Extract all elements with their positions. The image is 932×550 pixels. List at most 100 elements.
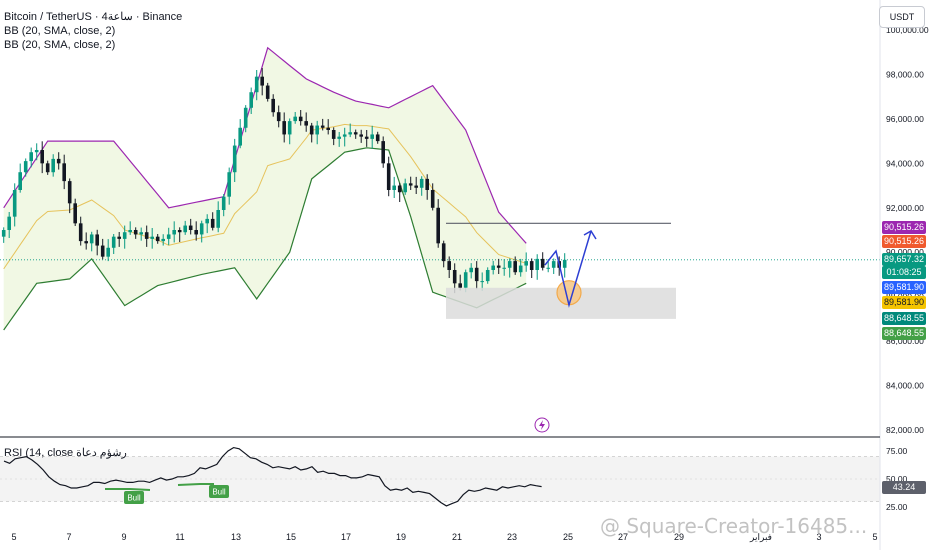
candle-body[interactable] — [485, 270, 490, 282]
candle-body[interactable] — [243, 107, 248, 128]
candle-body[interactable] — [419, 178, 424, 188]
candle-body[interactable] — [194, 230, 198, 235]
candle-body[interactable] — [513, 261, 517, 273]
candle-body[interactable] — [535, 258, 539, 270]
candle-body[interactable] — [73, 203, 77, 224]
bull-label[interactable] — [209, 485, 229, 498]
candle-body[interactable] — [155, 236, 160, 242]
candle-body[interactable] — [353, 132, 358, 135]
projected-path-arrow[interactable] — [544, 230, 592, 308]
candle-body[interactable] — [144, 232, 149, 239]
candle-body[interactable] — [524, 261, 528, 266]
candle-body[interactable] — [425, 178, 429, 190]
candle-body[interactable] — [287, 121, 292, 135]
candle-body[interactable] — [469, 267, 473, 273]
candle-body[interactable] — [150, 236, 154, 239]
candle-body[interactable] — [436, 207, 440, 244]
candle-body[interactable] — [430, 190, 435, 208]
price-pane[interactable] — [0, 46, 880, 433]
basis-line[interactable] — [3, 123, 527, 270]
candle-body[interactable] — [23, 161, 28, 173]
candle-body[interactable] — [210, 218, 215, 228]
candle-body[interactable] — [452, 270, 457, 284]
candle-body[interactable] — [84, 241, 88, 244]
rsi-line[interactable] — [3, 446, 542, 507]
candle-body[interactable] — [518, 265, 523, 273]
rsi-pane[interactable]: Bull Bull — [0, 446, 880, 507]
candle-body[interactable] — [122, 232, 127, 239]
candle-body[interactable] — [298, 116, 303, 122]
candle-body[interactable] — [458, 283, 462, 288]
target-circle-marker[interactable] — [556, 280, 582, 306]
candle-body[interactable] — [205, 218, 209, 224]
candle-body[interactable] — [188, 225, 193, 230]
candle-body[interactable] — [1, 230, 6, 237]
candle-body[interactable] — [34, 150, 39, 153]
candle-body[interactable] — [199, 223, 204, 235]
candle-body[interactable] — [359, 134, 363, 137]
candle-body[interactable] — [111, 236, 116, 248]
candle-body[interactable] — [56, 158, 61, 164]
candle-body[interactable] — [161, 238, 165, 242]
candle-body[interactable] — [128, 230, 132, 233]
bull-label[interactable] — [124, 491, 144, 504]
candle-body[interactable] — [474, 267, 479, 282]
candle-body[interactable] — [414, 185, 418, 188]
candle-body[interactable] — [375, 134, 380, 142]
rsi-legend[interactable]: RSI (14, close رشؤم دعاة — [4, 447, 127, 459]
candle-body[interactable] — [304, 121, 308, 126]
candle-body[interactable] — [172, 230, 176, 235]
candle-body[interactable] — [309, 125, 314, 135]
candle-body[interactable] — [78, 223, 83, 242]
candle-body[interactable] — [183, 225, 187, 233]
candle-body[interactable] — [106, 247, 110, 257]
bb-indicator-2[interactable]: BB (20, SMA, close, 2) — [4, 39, 116, 51]
candle-body[interactable] — [18, 172, 22, 190]
candle-body[interactable] — [221, 196, 226, 210]
candle-body[interactable] — [95, 234, 99, 246]
candle-body[interactable] — [216, 210, 220, 228]
candle-body[interactable] — [238, 127, 242, 146]
candle-body[interactable] — [447, 261, 451, 270]
candle-body[interactable] — [397, 185, 402, 193]
candle-body[interactable] — [254, 76, 259, 93]
candle-body[interactable] — [326, 127, 330, 130]
candle-body[interactable] — [392, 185, 396, 190]
candle-body[interactable] — [177, 230, 182, 233]
candle-body[interactable] — [265, 85, 270, 99]
upper-band-line[interactable] — [3, 46, 527, 244]
candle-body[interactable] — [166, 234, 171, 239]
candle-body[interactable] — [496, 265, 501, 268]
candle-body[interactable] — [370, 134, 374, 139]
candle-body[interactable] — [282, 121, 286, 135]
candle-body[interactable] — [403, 183, 407, 193]
candle-body[interactable] — [62, 163, 66, 182]
candle-body[interactable] — [364, 136, 369, 139]
candle-body[interactable] — [293, 116, 297, 122]
candle-body[interactable] — [100, 245, 105, 257]
candle-body[interactable] — [29, 152, 33, 162]
candle-body[interactable] — [271, 98, 275, 113]
candle-body[interactable] — [133, 230, 138, 235]
candle-body[interactable] — [441, 243, 446, 262]
candle-body[interactable] — [320, 125, 325, 128]
candle-body[interactable] — [51, 158, 55, 173]
candle-body[interactable] — [227, 172, 231, 197]
candle-body[interactable] — [276, 112, 281, 122]
candle-body[interactable] — [139, 232, 143, 235]
candle-body[interactable] — [337, 136, 341, 139]
candle-body[interactable] — [7, 216, 11, 230]
candle-body[interactable] — [463, 272, 468, 288]
candle-body[interactable] — [546, 267, 550, 269]
candle-body[interactable] — [249, 92, 253, 108]
candle-body[interactable] — [408, 183, 413, 186]
candle-body[interactable] — [331, 130, 336, 139]
candle-body[interactable] — [507, 261, 512, 268]
candle-body[interactable] — [117, 236, 121, 239]
candle-body[interactable] — [342, 134, 347, 137]
candle-body[interactable] — [348, 132, 352, 135]
candle-body[interactable] — [381, 141, 385, 164]
candle-body[interactable] — [529, 261, 534, 270]
bb-indicator-1[interactable]: BB (20, SMA, close, 2) — [4, 25, 116, 37]
